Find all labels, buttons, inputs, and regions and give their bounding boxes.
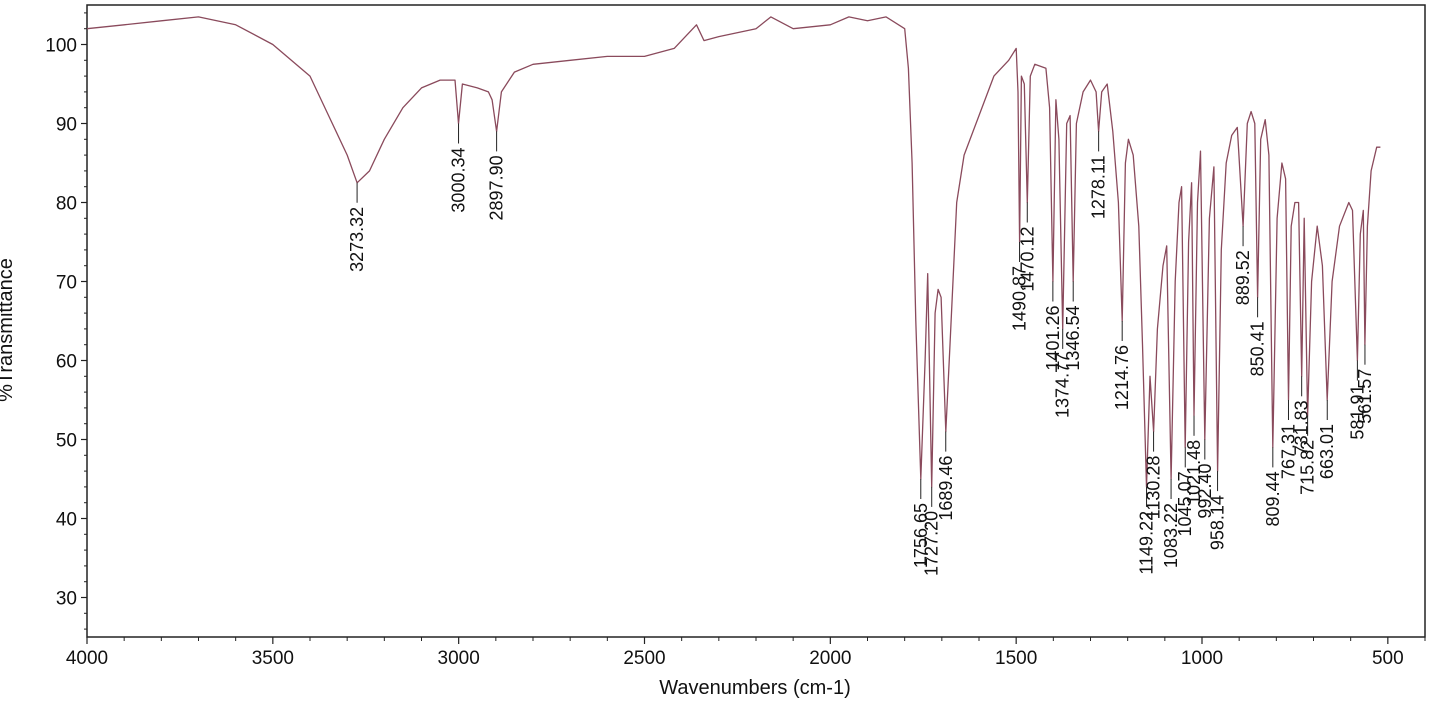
peak-label: 1278.11 (1089, 155, 1109, 219)
x-tick-label: 500 (1372, 648, 1404, 669)
peak-label: 731.83 (1292, 400, 1312, 455)
peak-label: 715.82 (1298, 440, 1318, 495)
peak-label: 809.44 (1263, 471, 1283, 526)
x-tick-label: 2000 (809, 648, 851, 669)
x-tick-label: 4000 (66, 648, 108, 669)
y-tick-label: 90 (56, 115, 77, 136)
x-tick-label: 1000 (1181, 648, 1223, 669)
y-tick-label: 70 (56, 273, 77, 294)
peak-label: 561.57 (1355, 369, 1375, 424)
x-axis-title: Wavenumbers (cm-1) (659, 677, 851, 699)
peak-label: 767.31 (1279, 424, 1299, 479)
y-tick-label: 80 (56, 194, 77, 215)
peak-label: 1401.26 (1043, 306, 1063, 371)
spectrum-trace-layer (86, 16, 1381, 488)
y-axis: 30 40 50 60 70 80 90 100 (45, 12, 87, 630)
peak-label: 2897.90 (487, 155, 507, 220)
peak-annotations: 3273.32 3000.34 2897.90 1756.651727.201689.… (347, 123, 1375, 576)
x-tick-label: 3500 (252, 648, 294, 669)
peak-label: 1346.54 (1063, 306, 1083, 371)
peak-label: 1045.07 (1175, 471, 1195, 536)
x-tick-label: 3000 (438, 648, 480, 669)
peak-label: 1490.87 (1010, 266, 1030, 331)
x-axis: 4000 3500 3000 2500 2000 1500 1000 500 (66, 637, 1426, 669)
peak-label: 992.40 (1195, 464, 1215, 519)
y-tick-label: 60 (56, 352, 77, 373)
y-tick-label: 30 (56, 589, 77, 610)
peak-label: 850.41 (1248, 321, 1268, 376)
peak-label: 889.52 (1233, 250, 1253, 305)
peak-label: 1021.48 (1184, 440, 1204, 505)
peak-label: 1083.22 (1161, 503, 1181, 568)
peak-label: 1374.77 (1053, 353, 1073, 418)
y-tick-label: 100 (45, 36, 77, 57)
peak-label: 1149.22 (1137, 511, 1157, 575)
peak-label: 1214.76 (1112, 345, 1132, 410)
peak-label: 581.91 (1347, 385, 1367, 440)
x-tick-label: 1500 (995, 648, 1037, 669)
peak-label: 3000.34 (449, 148, 469, 213)
y-axis-title: %Transmittance (0, 258, 17, 402)
peak-label: 958.14 (1208, 495, 1228, 550)
peak-label: 1756.65 (911, 503, 931, 568)
peak-label: 663.01 (1317, 424, 1337, 479)
x-tick-label: 2500 (623, 648, 665, 669)
peak-label: 1727.20 (922, 511, 942, 576)
peak-label: 1470.12 (1017, 227, 1037, 292)
y-tick-label: 50 (56, 431, 77, 452)
peak-label: 1689.46 (936, 456, 956, 521)
peak-label: 3273.32 (347, 207, 367, 272)
peak-label: 1130.28 (1144, 456, 1164, 520)
spectrum-trace-0 (86, 16, 1381, 488)
y-tick-label: 40 (56, 510, 77, 531)
